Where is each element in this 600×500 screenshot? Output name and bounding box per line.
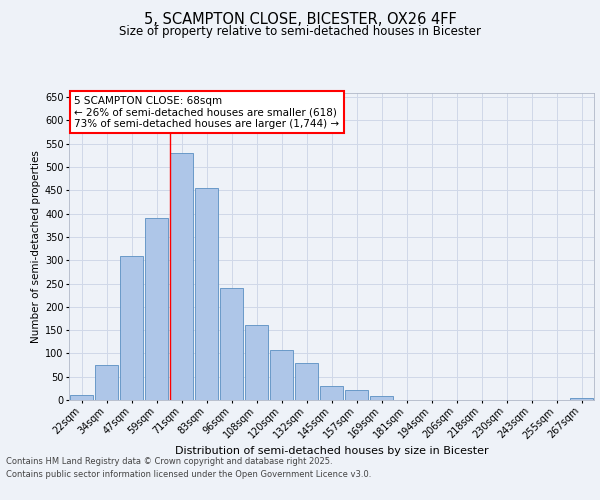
Bar (195, 188, 218, 400)
Y-axis label: Number of semi-detached properties: Number of semi-detached properties (31, 150, 41, 342)
Bar (70, 396, 93, 400)
Text: Contains HM Land Registry data © Crown copyright and database right 2025.: Contains HM Land Registry data © Crown c… (6, 458, 332, 466)
Bar (95, 365, 118, 400)
Bar (370, 396, 393, 400)
Bar (170, 153, 193, 400)
Bar (120, 256, 143, 400)
Bar (320, 386, 343, 400)
Text: Contains public sector information licensed under the Open Government Licence v3: Contains public sector information licen… (6, 470, 371, 479)
X-axis label: Distribution of semi-detached houses by size in Bicester: Distribution of semi-detached houses by … (175, 446, 488, 456)
Bar (345, 390, 368, 400)
Bar (145, 218, 168, 400)
Bar (220, 288, 243, 400)
Text: Size of property relative to semi-detached houses in Bicester: Size of property relative to semi-detach… (119, 25, 481, 38)
Bar (295, 362, 318, 400)
Bar (245, 326, 268, 400)
Bar (570, 398, 593, 400)
Text: 5, SCAMPTON CLOSE, BICESTER, OX26 4FF: 5, SCAMPTON CLOSE, BICESTER, OX26 4FF (143, 12, 457, 28)
Bar (270, 350, 293, 400)
Text: 5 SCAMPTON CLOSE: 68sqm
← 26% of semi-detached houses are smaller (618)
73% of s: 5 SCAMPTON CLOSE: 68sqm ← 26% of semi-de… (74, 96, 340, 129)
